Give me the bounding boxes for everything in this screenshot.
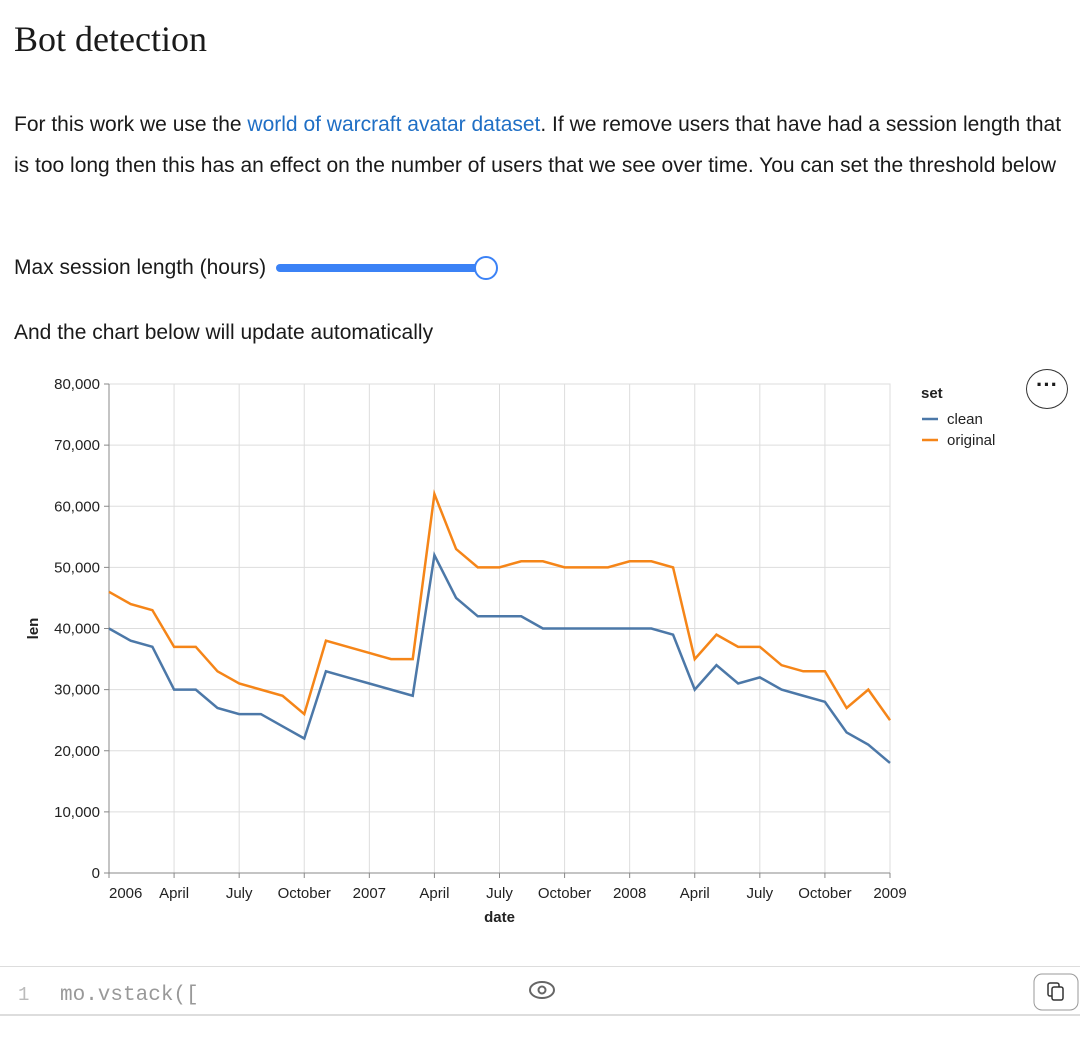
slider-row: Max session length (hours)	[14, 256, 499, 280]
x-tick-label: July	[486, 885, 513, 902]
chart: 0 10,000 20,000 30,000 40,000 50,000 60,000 70,…	[25, 376, 995, 926]
legend-label: clean	[947, 411, 983, 428]
x-tick-label: April	[419, 885, 449, 902]
x-tick-label: July	[746, 885, 773, 902]
text: . If we remove users that have had a ses…	[14, 113, 1062, 177]
line	[108, 551, 891, 764]
title: Bot detection	[14, 19, 207, 59]
x-tick-label: July	[226, 885, 253, 902]
y-tick-label: 30,000	[54, 682, 100, 699]
x-tick-label: October	[278, 885, 331, 902]
eye-icon[interactable]	[527, 979, 557, 1001]
x-tick-label: April	[159, 885, 189, 902]
code-cell[interactable]: 1 mo.vstack([	[0, 966, 1080, 1016]
text: For this work we use the	[14, 113, 248, 136]
x-axis-title: date	[484, 909, 515, 926]
y-axis-title: len	[25, 618, 42, 640]
x-tick-label: 2008	[613, 885, 646, 902]
y-tick-label: 20,000	[54, 743, 100, 760]
y-tick-label: 70,000	[54, 437, 100, 454]
link[interactable]: world of warcraft avatar dataset	[247, 113, 541, 136]
y-tick-label: 0	[92, 865, 100, 882]
code-text: mo.vstack([	[60, 984, 199, 1007]
x-tick-label: April	[680, 885, 710, 902]
legend-title: set	[921, 385, 943, 402]
line-number: 1	[18, 984, 30, 1006]
menu-button[interactable]: ···	[1026, 369, 1068, 409]
y-tick-label: 10,000	[54, 804, 100, 821]
x-tick-label: 2007	[353, 885, 386, 902]
y-tick-label: 50,000	[54, 559, 100, 576]
y-tick-label: 80,000	[54, 376, 100, 393]
legend-label: original	[947, 432, 995, 449]
caption: And the chart below will update automati…	[14, 321, 434, 344]
y-tick-label: 60,000	[54, 498, 100, 515]
paragraph: For this work we use the world of warcra…	[14, 104, 1064, 186]
y-tick-label: 40,000	[54, 621, 100, 638]
x-tick-label: October	[798, 885, 851, 902]
slider[interactable]	[276, 256, 499, 280]
slider-label: Max session length (hours)	[14, 256, 267, 279]
x-tick-label: October	[538, 885, 591, 902]
x-tick-label: 2009	[873, 885, 906, 902]
slider-thumb[interactable]	[474, 256, 499, 280]
x-tick-label: 2006	[109, 885, 142, 902]
copy-button[interactable]	[1033, 973, 1079, 1013]
line	[108, 489, 892, 721]
